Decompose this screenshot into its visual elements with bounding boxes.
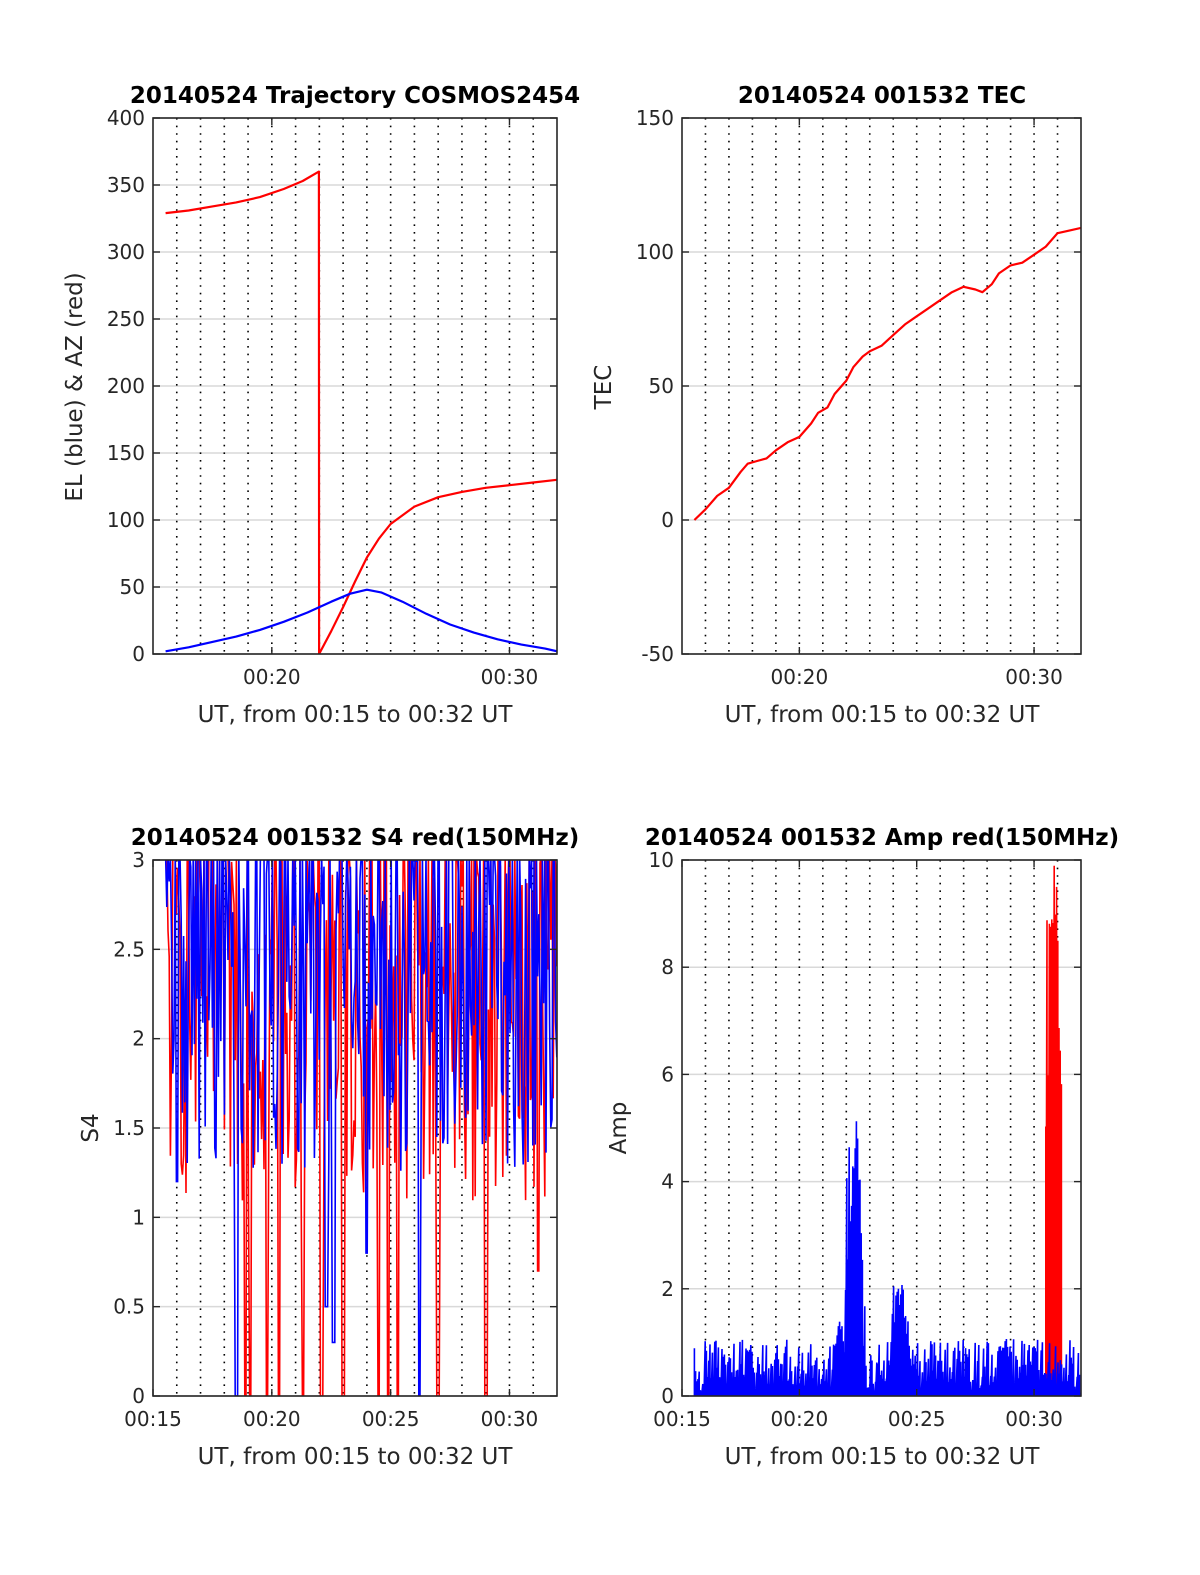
axes-frame (681, 859, 1082, 1397)
y-tick-label: 200 (107, 374, 145, 398)
series-line-el (165, 588, 557, 653)
x-tick-label: 00:15 (124, 1407, 182, 1431)
x-axis-label: UT, from 00:15 to 00:32 UT (725, 702, 1041, 728)
y-tick-label: 10 (649, 848, 674, 872)
panel-title: 20140524 001532 S4 red(150MHz) (131, 825, 580, 851)
y-tick-label: 150 (107, 441, 145, 465)
x-tick-label: 00:20 (243, 665, 301, 689)
x-tick-label: 00:30 (481, 665, 539, 689)
y-tick-label: 0 (661, 508, 674, 532)
x-tick-label: 00:30 (1005, 665, 1063, 689)
signal-trace-az (166, 860, 557, 1396)
y-tick-label: 1 (132, 1205, 145, 1229)
y-tick-label: 100 (636, 240, 674, 264)
y-tick-label: 4 (661, 1170, 674, 1194)
y-tick-label: 2.5 (113, 937, 145, 961)
y-tick-label: 0 (132, 1384, 145, 1408)
y-tick-label: 0 (132, 642, 145, 666)
x-tick-label: 00:20 (243, 1407, 301, 1431)
y-tick-label: 400 (107, 106, 145, 130)
x-axis-label: UT, from 00:15 to 00:32 UT (198, 1444, 514, 1470)
x-tick-label: 00:30 (481, 1407, 539, 1431)
y-tick-label: 1.5 (113, 1116, 145, 1140)
y-tick-label: 50 (649, 374, 674, 398)
signal-trace-az (1045, 865, 1063, 1396)
y-axis-label: TEC (591, 365, 617, 411)
panel-tec: 20140524 001532 TEC UT, from 00:15 to 00… (591, 83, 1082, 728)
y-tick-label: 250 (107, 307, 145, 331)
panel-amp: 20140524 001532 Amp red(150MHz) UT, from… (606, 825, 1119, 1470)
y-tick-label: 8 (661, 955, 674, 979)
y-tick-label: 6 (661, 1062, 674, 1086)
panel-title: 20140524 001532 TEC (738, 83, 1026, 109)
y-tick-label: 3 (132, 848, 145, 872)
x-tick-label: 00:20 (771, 665, 829, 689)
x-axis-label: UT, from 00:15 to 00:32 UT (198, 702, 514, 728)
x-tick-label: 00:25 (888, 1407, 946, 1431)
y-axis-label: Amp (606, 1102, 632, 1155)
x-tick-label: 00:15 (653, 1407, 711, 1431)
panel-title: 20140524 001532 Amp red(150MHz) (645, 825, 1119, 851)
panel-s4: 20140524 001532 S4 red(150MHz) UT, from … (78, 825, 579, 1470)
plot-area (693, 226, 1081, 521)
y-tick-label: 0.5 (113, 1295, 145, 1319)
y-tick-label: 300 (107, 240, 145, 264)
x-tick-label: 00:25 (362, 1407, 420, 1431)
y-tick-label: 350 (107, 173, 145, 197)
plot-area (693, 865, 1081, 1396)
y-tick-label: 2 (661, 1277, 674, 1301)
y-tick-label: -50 (641, 642, 674, 666)
y-tick-label: 2 (132, 1027, 145, 1051)
y-tick-label: 0 (661, 1384, 674, 1408)
x-tick-label: 00:30 (1005, 1407, 1063, 1431)
plot-area (165, 170, 557, 654)
y-tick-label: 50 (120, 575, 145, 599)
x-axis-label: UT, from 00:15 to 00:32 UT (725, 1444, 1041, 1470)
signal-trace-el (164, 860, 557, 1396)
plot-area (164, 860, 557, 1396)
y-tick-label: 150 (636, 106, 674, 130)
y-axis-label: S4 (78, 1113, 104, 1142)
y-tick-label: 100 (107, 508, 145, 532)
y-axis-label: EL (blue) & AZ (red) (62, 272, 88, 501)
panel-title: 20140524 Trajectory COSMOS2454 (130, 83, 580, 109)
series-line-az (693, 226, 1081, 521)
panel-trajectory: 20140524 Trajectory COSMOS2454 UT, from … (62, 83, 580, 728)
signal-trace-el (693, 1121, 1081, 1396)
x-tick-label: 00:20 (771, 1407, 829, 1431)
